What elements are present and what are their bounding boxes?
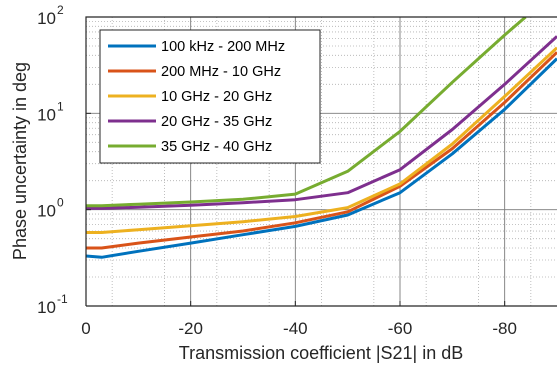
series-group <box>86 17 557 259</box>
legend-entry: 200 MHz - 10 GHz <box>108 64 281 80</box>
legend: 100 kHz - 200 MHz 200 MHz - 10 GHz 10 GHz … <box>99 29 321 164</box>
series-line-2 <box>86 51 557 250</box>
x-tick-label: -20 <box>178 319 203 338</box>
legend-entry: 10 GHz - 20 GHz <box>108 89 272 105</box>
y-tick-label: 10 -1 <box>37 292 68 317</box>
series-line-1 <box>86 57 557 259</box>
x-axis-label: Transmission coefficient |S21| in dB <box>179 343 463 363</box>
legend-label: 20 GHz - 35 GHz <box>161 114 272 130</box>
x-tick-label: -60 <box>388 319 413 338</box>
y-tick-exponent: -1 <box>57 292 68 306</box>
legend-label: 100 kHz - 200 MHz <box>161 39 285 55</box>
series-line-3 <box>86 46 557 234</box>
legend-label: 200 MHz - 10 GHz <box>161 64 281 80</box>
series-line-4 <box>86 35 557 210</box>
y-tick-exponent: 0 <box>57 196 64 210</box>
legend-entry: 20 GHz - 35 GHz <box>108 114 272 130</box>
y-tick-base: 10 <box>37 105 56 124</box>
y-tick-label: 10 2 <box>37 3 64 28</box>
y-tick-base: 10 <box>37 9 56 28</box>
legend-label: 35 GHz - 40 GHz <box>161 139 272 155</box>
y-tick-exponent: 2 <box>57 3 64 17</box>
y-tick-base: 10 <box>37 298 56 317</box>
legend-entry: 35 GHz - 40 GHz <box>108 139 272 155</box>
series-line-5 <box>86 17 527 208</box>
x-tick-label: -40 <box>283 319 308 338</box>
legend-entry: 100 kHz - 200 MHz <box>108 39 285 55</box>
y-tick-base: 10 <box>37 202 56 221</box>
x-tick-label: -80 <box>492 319 517 338</box>
y-tick-label: 10 1 <box>37 99 64 124</box>
y-tick-exponent: 1 <box>57 99 64 113</box>
y-tick-label: 10 0 <box>37 196 64 221</box>
x-tick-label: 0 <box>81 319 90 338</box>
legend-label: 10 GHz - 20 GHz <box>161 89 272 105</box>
y-axis-label: Phase uncertainty in deg <box>10 62 30 260</box>
